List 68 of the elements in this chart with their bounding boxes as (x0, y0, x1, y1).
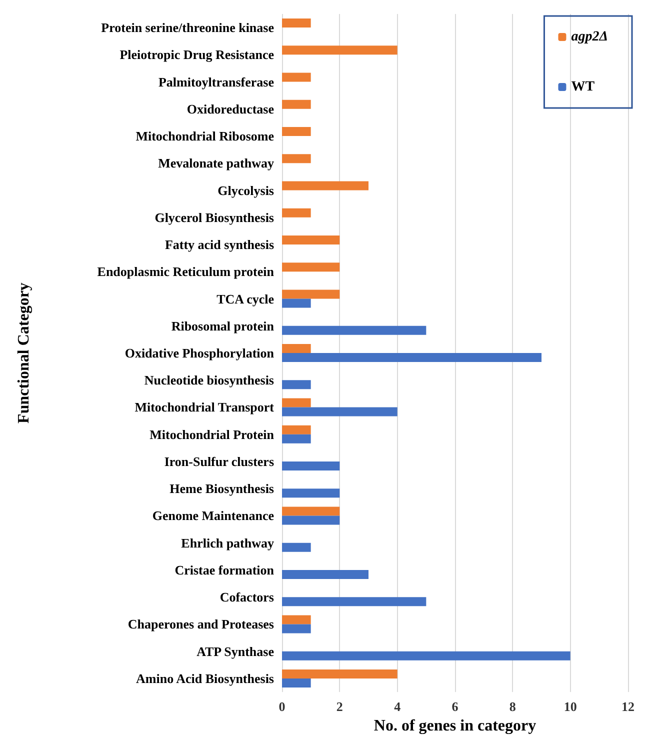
bar (282, 326, 426, 335)
y-tick-label: ATP Synthase (196, 644, 274, 659)
x-tick-label: 10 (564, 699, 577, 714)
bar (282, 624, 311, 634)
x-tick-label: 6 (452, 699, 459, 714)
bar (282, 236, 340, 245)
y-tick-label: Cristae formation (174, 562, 275, 578)
bar (282, 290, 340, 299)
y-tick-label: Oxidative Phosphorylation (124, 346, 275, 360)
bar (282, 298, 311, 308)
bar (282, 461, 340, 470)
y-tick-label: Endoplasmic Reticulum protein (97, 264, 275, 280)
y-tick-label: Protein serine/threonine kinase (101, 20, 274, 36)
bar (282, 398, 311, 408)
bar (282, 615, 311, 624)
bar (282, 407, 398, 416)
bar (282, 353, 542, 362)
y-tick-label: Glycerol Biosynthesis (154, 210, 274, 225)
bar (282, 46, 398, 55)
x-tick-label: 4 (394, 699, 402, 714)
y-tick-label: Mitochondrial Transport (134, 400, 275, 415)
y-tick-label: TCA cycle (216, 291, 274, 306)
legend-label: agp2Δ (571, 30, 608, 44)
bar (282, 488, 340, 498)
y-axis-title: Functional Category (16, 282, 32, 424)
y-tick-label: Mitochondrial Protein (150, 426, 275, 442)
bar (282, 516, 340, 525)
y-tick-label: Oxidoreductase (186, 101, 274, 116)
bar (282, 154, 311, 164)
y-tick-label: Chaperones and Proteases (128, 616, 274, 632)
bar (282, 434, 311, 444)
y-tick-label: Fatty acid synthesis (164, 237, 274, 252)
bar (282, 678, 311, 688)
bar (282, 597, 426, 606)
x-tick-label: 8 (509, 699, 516, 714)
bar (282, 669, 398, 678)
bar (282, 506, 340, 516)
bar (282, 18, 311, 28)
y-tick-label: Nucleotide biosynthesis (144, 372, 274, 388)
y-tick-label: Heme Biosynthesis (170, 481, 274, 496)
y-tick-label: Amino Acid Biosynthesis (136, 670, 274, 686)
bar (282, 542, 311, 552)
y-tick-label: Genome Maintenance (152, 508, 274, 524)
y-tick-label: Pleiotropic Drug Resistance (120, 47, 274, 62)
y-tick-label: Glycolysis (218, 182, 274, 198)
y-tick-label: Ribosomal protein (171, 318, 275, 334)
y-tick-label: Palmitoyltransferase (158, 74, 274, 90)
x-tick-label: 12 (622, 699, 634, 714)
y-tick-label: Mitochondrial Ribosome (136, 128, 274, 144)
bar (282, 208, 311, 218)
bar (282, 127, 311, 136)
bar (282, 181, 368, 190)
x-tick-label: 2 (336, 699, 343, 714)
bar (282, 570, 368, 579)
legend-label: WT (571, 80, 596, 94)
bar (282, 425, 311, 434)
bar (282, 651, 570, 660)
bar (282, 100, 311, 109)
y-tick-label: Cofactors (220, 590, 274, 605)
bar (282, 380, 311, 390)
bar (282, 262, 340, 272)
y-tick-label: Iron-Sulfur clusters (164, 454, 274, 469)
x-axis-title: No. of genes in category (374, 718, 536, 734)
bar (282, 344, 311, 353)
bar (282, 72, 311, 82)
y-tick-label: Ehrlich pathway (181, 535, 274, 550)
y-tick-label: Mevalonate pathway (158, 156, 274, 171)
x-tick-label: 0 (278, 699, 286, 714)
